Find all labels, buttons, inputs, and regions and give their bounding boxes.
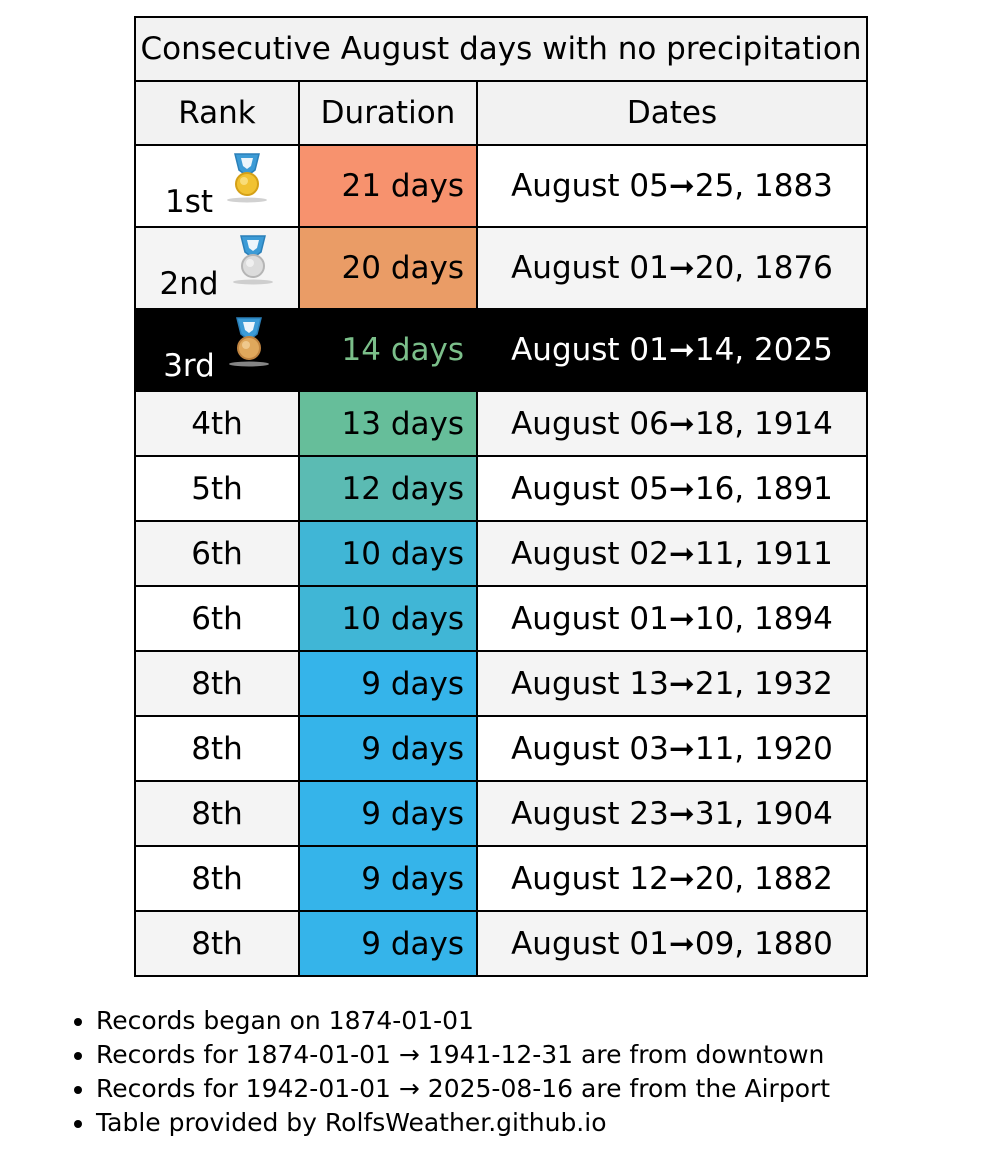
- duration-cell: 12 days: [298, 455, 478, 522]
- rank-label: 1st: [164, 184, 214, 220]
- table-row: 3rd 14 days August 01➞14, 2025: [134, 308, 869, 392]
- duration-cell: 21 days: [298, 144, 478, 228]
- dates-cell: August 05➞16, 1891: [475, 455, 869, 522]
- duration-cell: 14 days: [298, 308, 478, 392]
- records-table: Consecutive August days with no precipit…: [133, 16, 869, 977]
- notes-list: Records began on 1874-01-01 Records for …: [58, 1004, 830, 1140]
- note-item: Records for 1942-01-01 → 2025-08-16 are …: [96, 1072, 830, 1106]
- table-row: 8th 9 days August 12➞20, 1882: [134, 845, 869, 912]
- rank-label: 8th: [191, 795, 243, 832]
- dates-cell: August 03➞11, 1920: [475, 715, 869, 782]
- table-row: 1st 21 days August 05➞25, 1883: [134, 144, 869, 228]
- rank-cell: 3rd: [134, 308, 300, 392]
- bronze-medal-icon: [228, 317, 269, 367]
- table-body: 1st 21 days August 05➞25, 1883 2nd 20 days Au…: [134, 144, 869, 977]
- note-item: Records for 1874-01-01 → 1941-12-31 are …: [96, 1038, 830, 1072]
- rank-label: 6th: [191, 535, 243, 572]
- duration-cell: 10 days: [298, 585, 478, 652]
- rank-label: 2nd: [159, 266, 219, 302]
- dates-cell: August 01➞09, 1880: [475, 910, 869, 977]
- note-item: Table provided by RolfsWeather.github.io: [96, 1106, 830, 1140]
- duration-cell: 9 days: [298, 715, 478, 782]
- rank-label: 8th: [191, 665, 243, 702]
- table-row: 8th 9 days August 01➞09, 1880: [134, 910, 869, 977]
- dates-cell: August 01➞14, 2025: [475, 308, 869, 392]
- rank-cell: 8th: [134, 780, 300, 847]
- rank-cell: 5th: [134, 455, 300, 522]
- duration-cell: 20 days: [298, 226, 478, 310]
- rank-cell: 8th: [134, 650, 300, 717]
- table-row: 8th 9 days August 13➞21, 1932: [134, 650, 869, 717]
- rank-cell: 6th: [134, 585, 300, 652]
- duration-cell: 9 days: [298, 845, 478, 912]
- silver-medal-icon: [232, 235, 273, 285]
- rank-cell: 6th: [134, 520, 300, 587]
- dates-cell: August 12➞20, 1882: [475, 845, 869, 912]
- rank-label: 8th: [191, 860, 243, 897]
- rank-label: 6th: [191, 600, 243, 637]
- table-row: 6th 10 days August 01➞10, 1894: [134, 585, 869, 652]
- rank-label: 4th: [191, 405, 243, 442]
- dates-cell: August 05➞25, 1883: [475, 144, 869, 228]
- rank-cell: 8th: [134, 715, 300, 782]
- table-row: 8th 9 days August 03➞11, 1920: [134, 715, 869, 782]
- note-item: Records began on 1874-01-01: [96, 1004, 830, 1038]
- table-row: 6th 10 days August 02➞11, 1911: [134, 520, 869, 587]
- rank-label: 8th: [191, 730, 243, 767]
- header-rank: Rank: [134, 80, 300, 146]
- duration-cell: 9 days: [298, 650, 478, 717]
- table-row: 4th 13 days August 06➞18, 1914: [134, 390, 869, 457]
- table-row: 5th 12 days August 05➞16, 1891: [134, 455, 869, 522]
- table-row: 2nd 20 days August 01➞20, 1876: [134, 226, 869, 310]
- dates-cell: August 01➞20, 1876: [475, 226, 869, 310]
- gold-medal-icon: [227, 153, 268, 203]
- duration-cell: 9 days: [298, 910, 478, 977]
- dates-cell: August 13➞21, 1932: [475, 650, 869, 717]
- duration-cell: 9 days: [298, 780, 478, 847]
- rank-label: 8th: [191, 925, 243, 962]
- dates-cell: August 01➞10, 1894: [475, 585, 869, 652]
- header-duration: Duration: [298, 80, 478, 146]
- duration-cell: 13 days: [298, 390, 478, 457]
- dates-cell: August 23➞31, 1904: [475, 780, 869, 847]
- rank-cell: 8th: [134, 845, 300, 912]
- table-row: 8th 9 days August 23➞31, 1904: [134, 780, 869, 847]
- rank-cell: 8th: [134, 910, 300, 977]
- rank-label: 5th: [191, 470, 243, 507]
- rank-cell: 4th: [134, 390, 300, 457]
- duration-cell: 10 days: [298, 520, 478, 587]
- dates-cell: August 02➞11, 1911: [475, 520, 869, 587]
- dates-cell: August 06➞18, 1914: [475, 390, 869, 457]
- header-dates: Dates: [475, 80, 869, 146]
- table-title: Consecutive August days with no precipit…: [133, 16, 869, 82]
- rank-label: 3rd: [163, 348, 215, 384]
- rank-cell: 1st: [134, 144, 300, 228]
- rank-cell: 2nd: [134, 226, 300, 310]
